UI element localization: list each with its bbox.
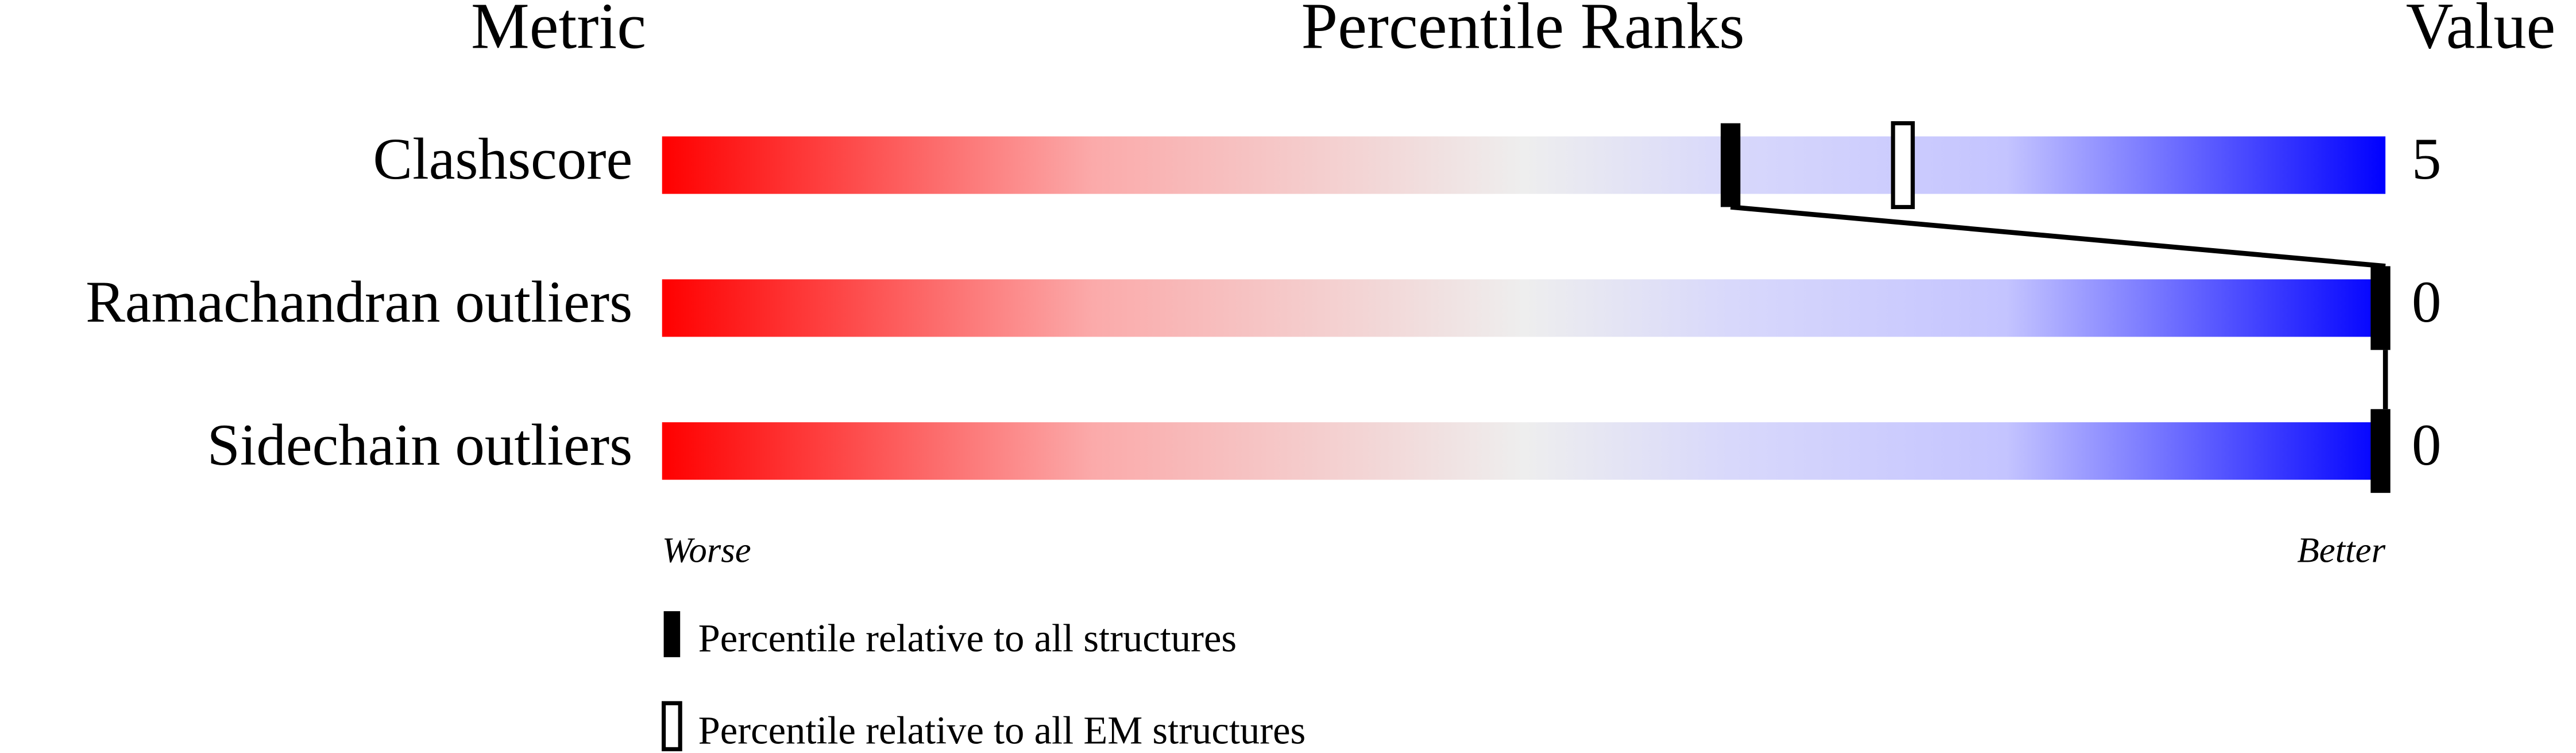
header-ranks: Percentile Ranks: [1301, 0, 1745, 63]
metric-label: Clashscore: [373, 126, 632, 192]
rank-bar: [662, 279, 2386, 337]
legend-swatch: [663, 611, 681, 658]
legend-swatch: [661, 701, 682, 751]
percentile-marker: [1720, 123, 1741, 207]
metric-label: Ramachandran outliers: [86, 269, 632, 335]
rank-bar: [662, 136, 2386, 194]
rank-bar: [662, 422, 2386, 480]
legend-label: Percentile relative to all structures: [698, 616, 1237, 660]
header-metric: Metric: [471, 0, 646, 63]
percentile-marker: [2370, 409, 2390, 493]
metric-value: 5: [2412, 126, 2441, 192]
better-label: Better: [2297, 530, 2385, 570]
metric-value: 0: [2412, 412, 2441, 478]
metric-value: 0: [2412, 269, 2441, 335]
worse-label: Worse: [662, 530, 751, 570]
connector: [1730, 204, 2386, 269]
percentile-marker: [2370, 266, 2390, 350]
metric-label: Sidechain outliers: [207, 412, 633, 478]
header-value: Value: [2406, 0, 2556, 63]
legend-label: Percentile relative to all EM structures: [698, 708, 1306, 752]
percentile-marker: [1891, 121, 1915, 210]
